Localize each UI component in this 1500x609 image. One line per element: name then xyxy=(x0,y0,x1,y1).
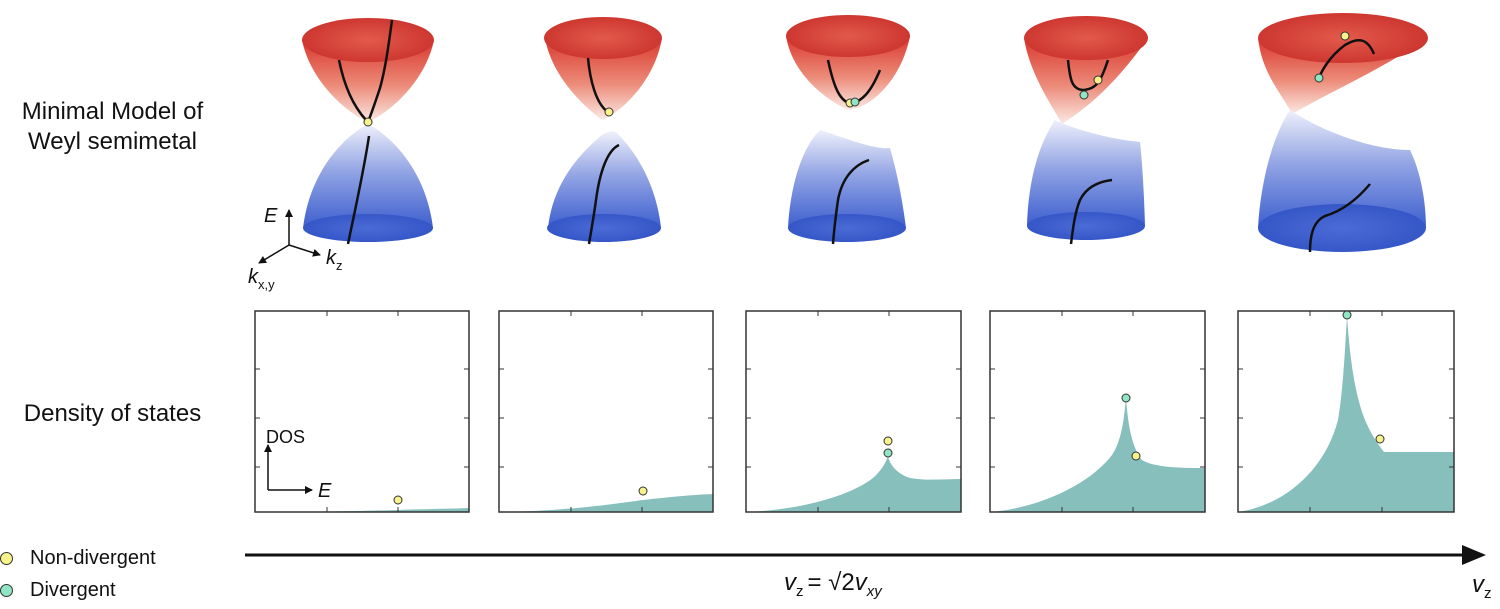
non-divergent-point xyxy=(1340,31,1350,41)
legend-divergent: Divergent xyxy=(0,578,220,604)
vz-axis-label: vz xyxy=(1472,571,1492,602)
dos-ticks xyxy=(499,311,713,512)
divergent-point xyxy=(1342,310,1352,320)
vz-axis: vz vz = √2vxy xyxy=(245,545,1492,602)
divergent-dot-icon xyxy=(0,584,13,597)
cut-line-upper-back xyxy=(337,59,367,121)
conduction-band xyxy=(302,40,434,122)
kxy-axis-arrow xyxy=(258,244,290,264)
conduction-band-rim xyxy=(302,18,434,62)
divergent-point xyxy=(1079,90,1089,100)
valence-band-base xyxy=(547,214,661,242)
cone-panel-3 xyxy=(786,15,910,245)
model-label-line1: Minimal Model of xyxy=(21,98,204,125)
cut-line-upper xyxy=(1066,59,1110,92)
dos-ticks xyxy=(746,311,961,512)
dos-panel-1: DOS E xyxy=(254,310,470,513)
valence-band xyxy=(548,131,661,228)
e-axis-label: E xyxy=(264,205,278,227)
model-label-line2: Weyl semimetal xyxy=(28,128,197,155)
dos-label: Density of states xyxy=(23,400,202,427)
cut-line-lower xyxy=(346,135,371,245)
dos-panel-4 xyxy=(989,310,1206,513)
cone-panel-1 xyxy=(302,18,434,245)
dos-fill xyxy=(255,508,469,512)
dos-frame xyxy=(989,310,1206,513)
non-divergent-point xyxy=(638,486,648,496)
cut-line-lower xyxy=(587,143,620,245)
legend-divergent-text: Divergent xyxy=(30,579,116,601)
cone-panel-5 xyxy=(1258,13,1428,253)
non-divergent-point xyxy=(883,436,893,446)
dos-panel-5 xyxy=(1237,310,1455,513)
kz-axis-arrow xyxy=(288,244,321,257)
non-divergent-point xyxy=(604,107,614,117)
dos-fill xyxy=(499,494,713,512)
legend-non-divergent-text: Non-divergent xyxy=(30,547,156,569)
divergent-point xyxy=(850,97,860,107)
conduction-band-rim xyxy=(786,15,910,57)
dos-frame xyxy=(498,310,714,513)
valence-band xyxy=(1027,120,1145,226)
conduction-band-rim xyxy=(544,17,662,59)
cut-line-lower xyxy=(1069,178,1113,245)
kxy-axis-label: kx,y xyxy=(248,266,275,292)
cut-line-lower xyxy=(831,158,870,245)
divergent-point xyxy=(1121,393,1131,403)
divergent-point xyxy=(883,448,893,458)
dos-fill xyxy=(746,456,961,512)
axis-3d: E kz kx,y xyxy=(248,205,343,292)
divergent-point xyxy=(1314,73,1324,83)
conduction-band xyxy=(1024,38,1148,124)
conduction-band-rim xyxy=(1024,16,1148,60)
non-divergent-point xyxy=(363,117,373,127)
non-divergent-point xyxy=(1131,451,1141,461)
dos-panel-2 xyxy=(498,310,714,513)
dos-ticks xyxy=(1238,311,1454,512)
cone-row: E kz kx,y xyxy=(248,13,1428,292)
dos-ticks xyxy=(990,311,1205,512)
valence-band xyxy=(303,124,433,228)
dos-row: DOS E xyxy=(254,310,1455,513)
cut-line-upper xyxy=(586,57,609,114)
valence-band-base xyxy=(303,214,433,242)
dos-fill xyxy=(990,398,1205,512)
model-label: Minimal Model of Weyl semimetal xyxy=(0,97,225,157)
dos-frame xyxy=(254,310,470,513)
non-divergent-dot-icon xyxy=(0,552,13,565)
cut-line-upper xyxy=(366,19,394,123)
valence-band xyxy=(788,130,906,228)
dos-frame xyxy=(745,310,962,513)
valence-band xyxy=(1258,110,1426,228)
valence-band-base xyxy=(788,214,906,242)
cut-line-lower xyxy=(1308,183,1371,253)
valence-band-base xyxy=(1258,204,1426,252)
conduction-band xyxy=(786,36,910,110)
kz-axis-label: kz xyxy=(326,247,343,273)
dos-fill xyxy=(1238,316,1454,512)
cone-panel-4 xyxy=(1024,16,1148,245)
dos-ticks xyxy=(255,311,469,512)
cut-line-upper xyxy=(1316,38,1376,83)
dos-y-label: DOS xyxy=(266,427,305,447)
non-divergent-point xyxy=(1375,434,1385,444)
legend-non-divergent: Non-divergent xyxy=(0,546,220,572)
non-divergent-point xyxy=(393,495,403,505)
critical-velocity-label: vz = √2vxy xyxy=(784,569,883,600)
vz-axis-arrowhead-icon xyxy=(1462,545,1486,565)
dos-panel-3 xyxy=(745,310,962,513)
valence-band-base xyxy=(1027,212,1145,240)
dos-x-label: E xyxy=(318,480,332,502)
conduction-band xyxy=(545,38,662,120)
non-divergent-point xyxy=(1093,75,1103,85)
cone-panel-2 xyxy=(544,17,662,245)
